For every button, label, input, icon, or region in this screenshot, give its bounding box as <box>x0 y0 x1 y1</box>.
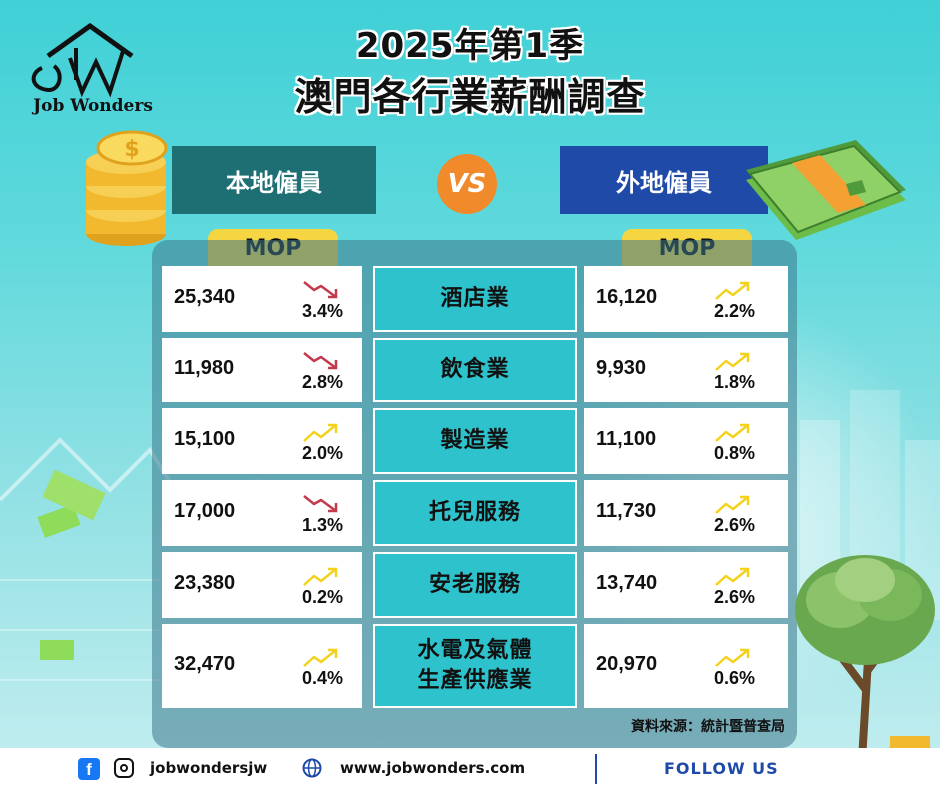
foreign-employees-header: 外地僱員 <box>560 146 768 214</box>
local-wage-value: 32,470 <box>174 653 236 675</box>
local-wage-cell: 15,100 2.0% <box>162 408 362 474</box>
footer-divider <box>595 754 597 784</box>
industry-cell: 酒店業 <box>373 266 577 332</box>
trend-down-icon <box>303 495 338 513</box>
foreign-wage-cell: 9,930 1.8% <box>584 338 788 402</box>
local-change-percent: 0.4% <box>302 668 344 688</box>
foreign-change-percent: 0.6% <box>714 668 756 688</box>
local-wage-value: 11,980 <box>174 357 235 379</box>
trend-up-icon <box>303 648 338 667</box>
foreign-change-percent: 2.6% <box>714 515 756 535</box>
industry-cell: 安老服務 <box>373 552 577 618</box>
local-wage-cell: 25,340 3.4% <box>162 266 362 332</box>
foreign-wage-cell: 20,970 0.6% <box>584 624 788 708</box>
source-note: 資料來源：統計暨普查局 <box>631 719 785 735</box>
local-wage-cell: 32,470 0.4% <box>162 624 362 708</box>
local-wage-cell: 17,000 1.3% <box>162 480 362 546</box>
title-line-1: 2025年第1季 <box>355 26 585 66</box>
industry-label: 酒店業 <box>440 286 510 312</box>
globe-icon <box>302 758 322 778</box>
foreign-wage-cell: 13,740 2.6% <box>584 552 788 618</box>
title-line-2: 澳門各行業薪酬調查 <box>294 75 646 119</box>
local-wage-cell: 11,980 2.8% <box>162 338 362 402</box>
coins-icon: $ <box>86 130 168 246</box>
industry-label: 生產供應業 <box>417 668 533 693</box>
footer-bar <box>0 748 940 788</box>
website-link[interactable]: www.jobwonders.com <box>340 759 526 777</box>
trend-up-icon <box>715 352 750 371</box>
industry-cell: 飲食業 <box>373 338 577 402</box>
local-change-percent: 3.4% <box>302 301 344 321</box>
local-wage-cell: 23,380 0.2% <box>162 552 362 618</box>
industry-cell: 托兒服務 <box>373 480 577 546</box>
local-wage-value: 23,380 <box>174 572 236 594</box>
industry-cell: 水電及氣體生產供應業 <box>373 624 577 708</box>
industry-label: 托兒服務 <box>428 500 521 526</box>
foreign-change-percent: 1.8% <box>714 372 756 392</box>
foreign-change-percent: 0.8% <box>714 443 756 463</box>
trend-up-icon <box>715 423 750 442</box>
vs-badge: VS <box>437 154 497 214</box>
foreign-wage-value: 20,970 <box>596 653 658 675</box>
social-handle[interactable]: jobwondersjw <box>150 759 268 777</box>
follow-us-label: FOLLOW US <box>664 759 779 778</box>
industry-label: 安老服務 <box>428 572 521 598</box>
foreign-wage-cell: 16,120 2.2% <box>584 266 788 332</box>
trend-down-icon <box>303 352 338 370</box>
local-change-percent: 2.8% <box>302 372 344 392</box>
foreign-change-percent: 2.6% <box>714 587 756 607</box>
foreign-wage-value: 11,100 <box>596 428 657 450</box>
foreign-wage-value: 11,730 <box>596 500 657 522</box>
trend-up-icon <box>303 423 338 442</box>
instagram-icon[interactable] <box>114 758 134 778</box>
brand-logo-icon <box>31 22 134 98</box>
svg-text:$: $ <box>124 137 139 162</box>
foreign-wage-value: 16,120 <box>596 286 658 308</box>
foreign-wage-value: 13,740 <box>596 572 658 594</box>
local-change-percent: 1.3% <box>302 515 344 535</box>
local-wage-value: 17,000 <box>174 500 236 522</box>
foreign-wage-cell: 11,100 0.8% <box>584 408 788 474</box>
local-employees-header: 本地僱員 <box>172 146 376 214</box>
trend-up-icon <box>715 495 750 514</box>
brand-name: Job Wonders <box>33 96 153 116</box>
trend-up-icon <box>303 567 338 586</box>
foreign-wage-value: 9,930 <box>596 357 647 379</box>
industry-label: 水電及氣體 <box>417 638 533 664</box>
local-wage-value: 25,340 <box>174 286 236 308</box>
foreign-wage-cell: 11,730 2.6% <box>584 480 788 546</box>
facebook-icon[interactable]: f <box>78 758 100 780</box>
foreign-change-percent: 2.2% <box>714 301 756 321</box>
cash-stack-icon <box>746 140 906 240</box>
local-change-percent: 0.2% <box>302 587 344 607</box>
money-tree-icon <box>795 555 935 760</box>
industry-label: 飲食業 <box>440 357 510 383</box>
trend-up-icon <box>715 648 750 667</box>
trend-up-icon <box>715 281 750 300</box>
local-change-percent: 2.0% <box>302 443 344 463</box>
industry-label: 製造業 <box>440 428 510 454</box>
trend-down-icon <box>303 281 338 299</box>
trend-up-icon <box>715 567 750 586</box>
local-wage-value: 15,100 <box>174 428 236 450</box>
industry-cell: 製造業 <box>373 408 577 474</box>
